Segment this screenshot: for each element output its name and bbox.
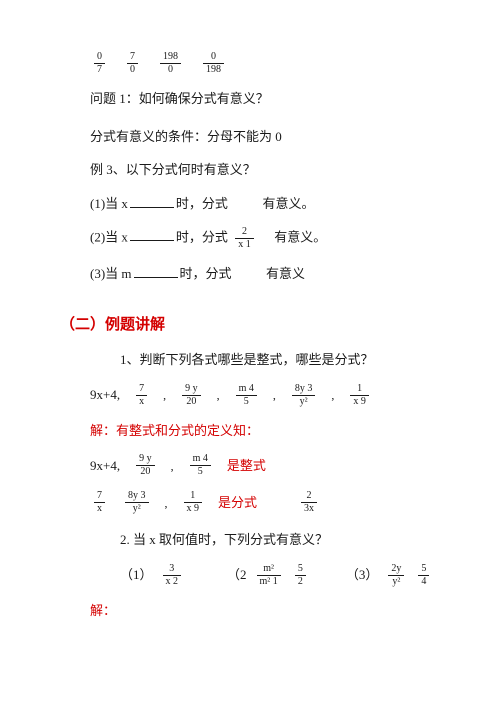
frac: 7 x [94,491,105,514]
example-3: 例 3、以下分式何时有意义？ [90,160,440,180]
question-1: 问题 1：如何确保分式有意义？ [90,89,440,109]
blank [130,229,174,242]
part-3: (3)当 m时，分式 有意义 [90,264,440,284]
frac: 1 x 9 [350,384,369,407]
frac: m² m² 1 [257,564,281,587]
question-1-full: 1、判断下列各式哪些是整式，哪些是分式？ [120,350,440,370]
frac: 2y y² [388,564,404,587]
frac-0-7: 0 7 [94,52,105,75]
frac: 3 x 2 [163,564,182,587]
frac: 5 4 [418,564,429,587]
frac: m 4 5 [236,384,257,407]
frac: 8y 3 y² [125,491,149,514]
expr-list: 9x+4, 7 x , 9 y 20 , m 4 5 , 8y 3 y² , 1… [90,384,440,407]
solution-label: 解： [90,601,440,621]
is-integer-tag: 是整式 [227,456,266,476]
is-fraction-tag: 是分式 [218,493,257,513]
answer-header: 解：有整式和分式的定义知： [90,421,440,441]
frac: 9 y 20 [182,384,201,407]
question-2: 2. 当 x 取何值时，下列分式有意义？ [120,530,440,550]
top-fraction-row: 0 7 7 0 198 0 0 198 [90,52,440,75]
frac: 5 2 [295,564,306,587]
section-2-heading: （二）例题讲解 [60,314,440,337]
integer-expr-row: 9x+4, 9 y 20 , m 4 5 是整式 [90,454,440,477]
part-1: (1)当 x时，分式 有意义。 [90,194,440,214]
fraction-expr-row: 7 x 8y 3 y² , 1 x 9 是分式 2 3x [90,491,440,514]
frac-2-x1: 2 x 1 [235,227,254,250]
frac: 8y 3 y² [292,384,316,407]
q2-subparts: （1） 3 x 2 （2 m² m² 1 5 2 （3） 2y y² 5 4 [120,564,440,587]
blank [130,195,174,208]
frac: 1 x 9 [184,491,203,514]
condition-line: 分式有意义的条件：分母不能为 0 [90,127,440,147]
frac: m 4 5 [190,454,211,477]
frac-7-0: 7 0 [127,52,138,75]
blank [134,265,178,278]
frac-extra: 2 3x [301,491,317,514]
part-2: (2)当 x时，分式 2 x 1 有意义。 [90,227,440,250]
frac-0-198: 0 198 [203,52,224,75]
frac: 7 x [136,384,147,407]
frac: 9 y 20 [136,454,155,477]
frac-198-0: 198 0 [160,52,181,75]
